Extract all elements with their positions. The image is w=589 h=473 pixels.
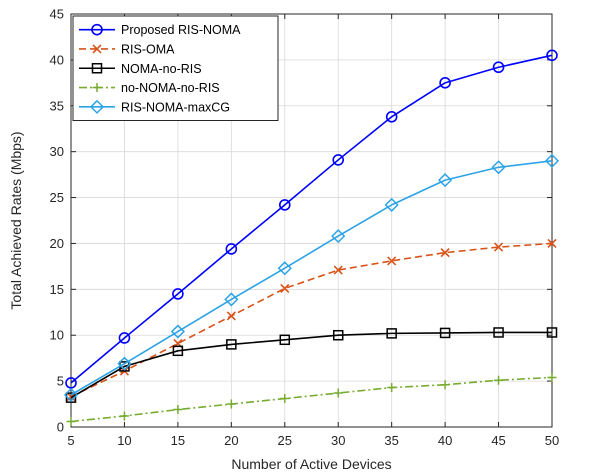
y-tick-label: 45 [50,7,64,22]
legend-item: RIS-OMA [79,42,175,56]
legend-label: RIS-OMA [121,42,175,56]
series-line [70,331,552,399]
data-point [63,387,79,402]
data-point [333,388,343,398]
y-tick-label: 20 [50,236,64,251]
series-line [70,242,553,398]
data-point [332,329,344,341]
data-point [494,375,504,385]
data-point [547,372,557,382]
x-tick-label: 45 [491,433,505,448]
data-point [438,173,453,188]
data-point [226,399,236,409]
data-point [546,49,558,62]
y-tick-label: 0 [57,420,64,435]
data-point [440,380,450,390]
x-tick-label: 10 [117,433,131,448]
series-3 [66,372,557,426]
data-point [226,339,237,350]
data-point [117,356,132,371]
series-0 [65,49,558,389]
legend-item: Proposed RIS-NOMA [79,23,241,37]
legend: Proposed RIS-NOMA RIS-OMA NOMA-no-RIS no-NO… [72,15,279,121]
data-point [333,265,343,275]
data-point [118,332,131,344]
legend-label: NOMA-no-RIS [121,62,202,76]
data-point [172,345,184,357]
data-point [119,411,129,421]
data-point [386,328,397,339]
y-tick-label: 25 [50,190,64,205]
data-point [65,392,77,403]
data-point [224,292,239,307]
data-point [439,77,451,89]
plot-area [70,13,553,428]
legend-marker [89,99,105,114]
legend-label: Proposed RIS-NOMA [121,23,241,37]
legend-marker [92,44,102,54]
data-point [439,327,451,339]
y-tick-label: 15 [50,282,64,297]
legend-marker [91,23,103,36]
data-point [387,256,397,266]
legend-item: RIS-NOMA-maxCG [79,99,230,114]
series-line [70,54,553,384]
x-axis-label: Number of Active Devices [231,456,391,472]
data-point [387,383,397,393]
data-point [385,110,398,123]
data-point [225,243,238,255]
y-tick-label: 5 [57,374,64,389]
legend-marker [92,83,102,93]
series-4 [63,153,560,402]
data-point [493,327,504,338]
data-point [546,327,558,338]
data-point [277,261,292,276]
data-point [440,248,450,258]
x-tick-label: 5 [67,433,74,448]
y-tick-label: 10 [50,328,64,343]
data-point [280,283,290,293]
data-point [172,288,184,300]
data-point [493,242,504,252]
legend-label: RIS-NOMA-maxCG [121,100,230,114]
x-tick-label: 15 [171,433,185,448]
data-point [279,334,291,346]
data-point [491,160,506,175]
data-point [492,61,505,74]
data-point [226,311,236,321]
data-point [384,197,399,212]
series-line [70,160,553,396]
x-tick-label: 25 [278,433,292,448]
y-tick-label: 35 [50,98,64,113]
data-point [331,229,346,244]
x-tick-label: 40 [438,433,452,448]
data-point [280,394,290,404]
y-tick-label: 40 [50,52,64,67]
data-point [547,238,557,249]
x-tick-label: 50 [545,433,559,448]
y-axis-label: Total Achieved Rates (Mbps) [8,131,24,309]
legend-item: no-NOMA-no-RIS [79,81,220,95]
series-line [70,376,553,423]
data-point [170,324,185,339]
data-point [332,154,345,166]
x-tick-label: 20 [224,433,238,448]
data-point [278,199,291,211]
x-tick-label: 30 [331,433,345,448]
data-point [544,153,560,168]
legend-item: NOMA-no-RIS [79,62,202,76]
legend-marker [91,63,103,74]
y-tick-label: 30 [50,144,64,159]
x-tick-label: 35 [384,433,398,448]
legend-label: no-NOMA-no-RIS [121,81,220,95]
data-point [66,416,76,426]
data-point [173,405,183,415]
series-group [63,49,560,426]
